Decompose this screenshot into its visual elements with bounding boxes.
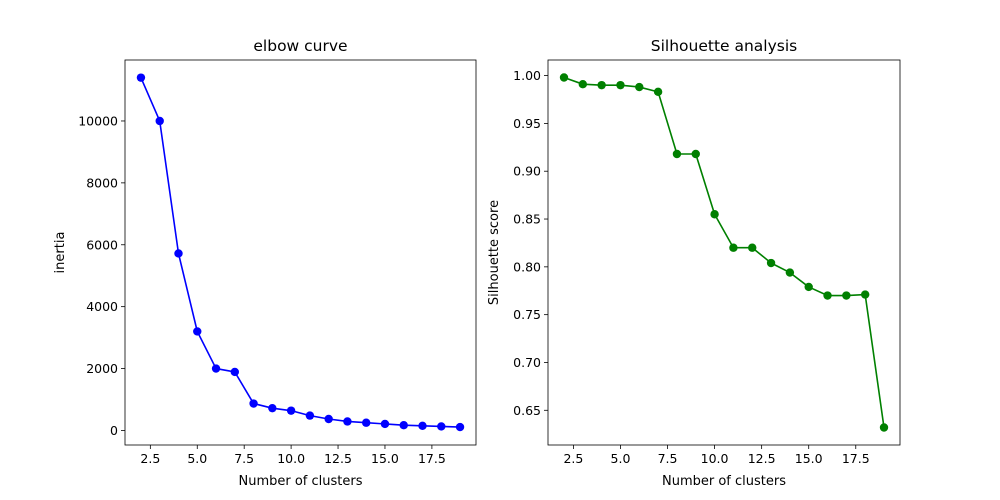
x-tick-label: 7.5: [658, 451, 678, 466]
data-point: [559, 73, 569, 82]
data-point: [823, 291, 832, 300]
x-tick-label: 15.0: [371, 451, 399, 466]
data-point: [653, 87, 663, 97]
elbow-curve-chart: 2.5 5.0 7.5 10.0 12.5 15.0 17.5 0 2000 4000 6000 80…: [53, 37, 477, 489]
chart-title: elbow curve: [253, 37, 347, 55]
data-point: [136, 73, 146, 82]
data-point: [766, 258, 776, 268]
data-point: [691, 149, 700, 159]
data-point: [748, 243, 757, 252]
y-axis-label: inertia: [53, 232, 68, 274]
data-point: [380, 419, 390, 429]
y-tick-label: 0.90: [513, 164, 541, 179]
y-tick-label: 0.95: [513, 116, 541, 131]
axes-frame: [124, 59, 477, 446]
data-point: [230, 367, 239, 377]
data-point: [249, 399, 258, 408]
x-tick-label: 7.5: [234, 451, 254, 466]
data-point: [324, 414, 333, 424]
data-point: [418, 421, 427, 431]
y-tick-label: 0: [110, 423, 118, 438]
x-tick-label: 2.5: [140, 451, 160, 466]
data-point: [597, 80, 606, 90]
data-point: [155, 116, 164, 126]
data-point: [455, 422, 465, 432]
axes-frame: [547, 59, 901, 446]
data-point: [616, 80, 625, 90]
data-point: [860, 290, 870, 299]
data-point: [193, 327, 202, 336]
data-point: [879, 423, 889, 432]
data-point: [343, 417, 352, 426]
data-point: [842, 291, 851, 300]
y-tick-label: 8000: [86, 175, 118, 190]
y-tick-label: 2000: [86, 361, 118, 376]
data-point: [211, 364, 221, 373]
y-tick-label: 10000: [78, 113, 118, 128]
x-tick-label: 10.0: [277, 451, 305, 466]
y-tick-label: 6000: [86, 237, 118, 252]
y-tick-label: 0.85: [513, 212, 541, 227]
x-tick-label: 17.5: [418, 451, 446, 466]
y-axis-label: Silhouette score: [487, 200, 502, 305]
data-point: [437, 422, 446, 431]
x-axis-label: Number of clusters: [238, 474, 362, 489]
data-point: [635, 82, 644, 92]
x-tick-label: 17.5: [842, 451, 870, 466]
data-point: [268, 403, 277, 413]
y-tick-label: 1.00: [513, 68, 541, 83]
x-tick-label: 5.0: [611, 451, 631, 466]
y-tick-label: 0.75: [513, 307, 541, 322]
x-tick-label: 12.5: [748, 451, 776, 466]
data-point: [362, 418, 371, 427]
x-tick-label: 15.0: [795, 451, 823, 466]
x-tick-label: 2.5: [563, 451, 583, 466]
chart-title: Silhouette analysis: [651, 37, 798, 55]
data-point: [804, 282, 813, 292]
data-point: [174, 249, 183, 258]
data-point: [729, 243, 738, 252]
silhouette-chart: 2.5 5.0 7.5 10.0 12.5 15.0 17.5 0.65 0.70 0.75 0.8…: [487, 37, 901, 489]
data-point: [305, 411, 315, 420]
x-axis-label: Number of clusters: [662, 474, 786, 489]
data-point: [710, 210, 719, 219]
data-point: [578, 79, 588, 89]
y-tick-label: 0.70: [513, 355, 541, 370]
data-point: [286, 406, 296, 415]
x-tick-label: 5.0: [187, 451, 207, 466]
y-tick-label: 4000: [86, 299, 118, 314]
data-point: [672, 149, 682, 159]
y-tick-label: 0.80: [513, 259, 541, 274]
x-tick-label: 12.5: [324, 451, 352, 466]
x-tick-label: 10.0: [701, 451, 729, 466]
data-point: [785, 268, 795, 277]
data-point: [399, 420, 408, 430]
y-tick-label: 0.65: [513, 403, 541, 418]
